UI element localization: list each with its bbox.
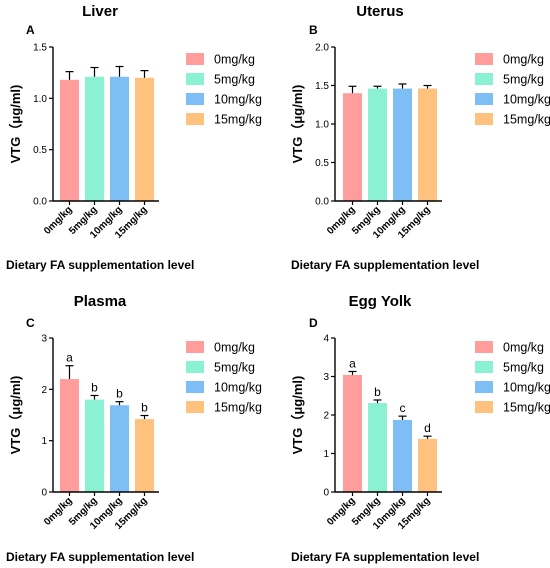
legend-swatch <box>186 113 204 125</box>
bar <box>85 399 104 492</box>
legend-label: 15mg/kg <box>214 113 262 127</box>
legend-swatch <box>475 73 493 85</box>
legend-swatch <box>186 93 204 105</box>
legend-swatch <box>475 113 493 125</box>
y-tick-label: 4 <box>323 334 329 345</box>
chart-title: Egg Yolk <box>349 293 412 310</box>
y-tick-label: 1.5 <box>315 81 329 92</box>
legend: 0mg/kg 5mg/kg 10mg/kg 15mg/kg <box>475 341 550 415</box>
bar <box>135 77 154 201</box>
x-axis-label: Dietary FA supplementation level <box>291 258 479 272</box>
bar <box>368 403 387 492</box>
y-tick-label: 1.5 <box>33 43 47 54</box>
y-tick-label: 1 <box>323 449 329 460</box>
bar <box>418 438 437 492</box>
significance-letter: b <box>91 380 98 394</box>
significance-letter: a <box>66 351 73 365</box>
legend-label: 10mg/kg <box>214 381 262 395</box>
y-tick-label: 3 <box>41 334 47 345</box>
chart-title: Liver <box>82 3 118 20</box>
y-tick-label: 1.0 <box>33 94 47 105</box>
legend-label: 5mg/kg <box>503 73 544 87</box>
legend-swatch <box>475 93 493 105</box>
significance-letter: a <box>349 356 356 370</box>
y-tick-label: 2.0 <box>315 43 329 54</box>
significance-letter: b <box>116 387 123 401</box>
legend-swatch <box>475 361 493 373</box>
bar <box>60 79 79 201</box>
legend-label: 5mg/kg <box>214 73 255 87</box>
bar <box>135 419 154 492</box>
x-axis-label: Dietary FA supplementation level <box>6 550 194 564</box>
chart-panel-1: Liver A VTG（μg/ml) 0mg/kg 5mg/kg 10mg/kg 15mg/… <box>6 3 262 272</box>
panel-letter: D <box>309 316 318 330</box>
chart-panel-4: Egg YolkDVTG（μg/ml)a0mg/kgb5mg/kgc10mg/k… <box>290 293 550 564</box>
y-axis-label: VTG（μg/ml) <box>290 85 305 164</box>
y-tick-label: 0 <box>41 488 47 499</box>
y-tick-label: 0.5 <box>315 158 329 169</box>
legend-label: 0mg/kg <box>503 341 544 355</box>
legend: 0mg/kg 5mg/kg 10mg/kg 15mg/kg <box>186 341 262 415</box>
y-tick-label: 1 <box>41 436 47 447</box>
legend-swatch <box>475 401 493 413</box>
bar <box>393 420 412 492</box>
legend-swatch <box>186 73 204 85</box>
legend-label: 0mg/kg <box>503 53 544 67</box>
bar <box>343 374 362 492</box>
legend-label: 10mg/kg <box>214 93 262 107</box>
bar <box>60 379 79 492</box>
y-tick-label: 0.5 <box>33 145 47 156</box>
y-axis-label: VTG（μg/ml) <box>8 85 23 164</box>
legend-swatch <box>475 53 493 65</box>
legend-swatch <box>186 53 204 65</box>
y-tick-label: 2 <box>323 411 329 422</box>
y-tick-label: 2 <box>41 385 47 396</box>
y-axis-label: VTG（μg/ml) <box>290 376 305 455</box>
y-axis-label: VTG（μg/ml) <box>8 376 23 455</box>
bar <box>85 76 104 201</box>
panel-letter: A <box>26 23 35 37</box>
significance-letter: c <box>400 401 406 415</box>
chart-panel-3: Plasma C VTG（μg/ml) a 0mg/kg b 5mg/kg b 10mg/kg b… <box>6 293 262 564</box>
significance-letter: b <box>141 401 148 415</box>
panel-letter: B <box>309 23 318 37</box>
significance-letter: d <box>424 421 431 435</box>
y-tick-label: 3 <box>323 372 329 383</box>
legend-label: 10mg/kg <box>503 93 550 107</box>
legend-swatch <box>186 341 204 353</box>
legend-label: 5mg/kg <box>214 361 255 375</box>
x-axis-label: Dietary FA supplementation level <box>6 258 194 272</box>
chart-title: Plasma <box>74 293 127 310</box>
legend-swatch <box>186 361 204 373</box>
legend-label: 10mg/kg <box>503 381 550 395</box>
legend-label: 5mg/kg <box>503 361 544 375</box>
chart-title: Uterus <box>356 3 404 20</box>
bar <box>368 88 387 201</box>
y-tick-label: 0 <box>323 488 329 499</box>
bar <box>110 76 129 201</box>
bar <box>393 88 412 201</box>
legend-swatch <box>186 401 204 413</box>
legend-label: 15mg/kg <box>503 401 550 415</box>
bar <box>343 93 362 201</box>
x-axis-label: Dietary FA supplementation level <box>291 550 479 564</box>
legend-swatch <box>475 381 493 393</box>
legend-label: 15mg/kg <box>214 401 262 415</box>
legend-label: 15mg/kg <box>503 113 550 127</box>
y-tick-label: 0.0 <box>33 197 47 208</box>
legend-swatch <box>186 381 204 393</box>
legend: 0mg/kg 5mg/kg 10mg/kg 15mg/kg <box>475 53 550 127</box>
bar <box>418 88 437 201</box>
y-tick-label: 0.0 <box>315 197 329 208</box>
legend-label: 0mg/kg <box>214 53 255 67</box>
legend: 0mg/kg 5mg/kg 10mg/kg 15mg/kg <box>186 53 262 127</box>
legend-swatch <box>475 341 493 353</box>
panel-letter: C <box>26 316 35 330</box>
bar <box>110 405 129 492</box>
chart-panel-2: Uterus B VTG（μg/ml) 0mg/kg 5mg/kg 10mg/kg 15mg… <box>290 3 550 272</box>
legend-label: 0mg/kg <box>214 341 255 355</box>
y-tick-label: 1.0 <box>315 120 329 131</box>
significance-letter: b <box>374 385 381 399</box>
